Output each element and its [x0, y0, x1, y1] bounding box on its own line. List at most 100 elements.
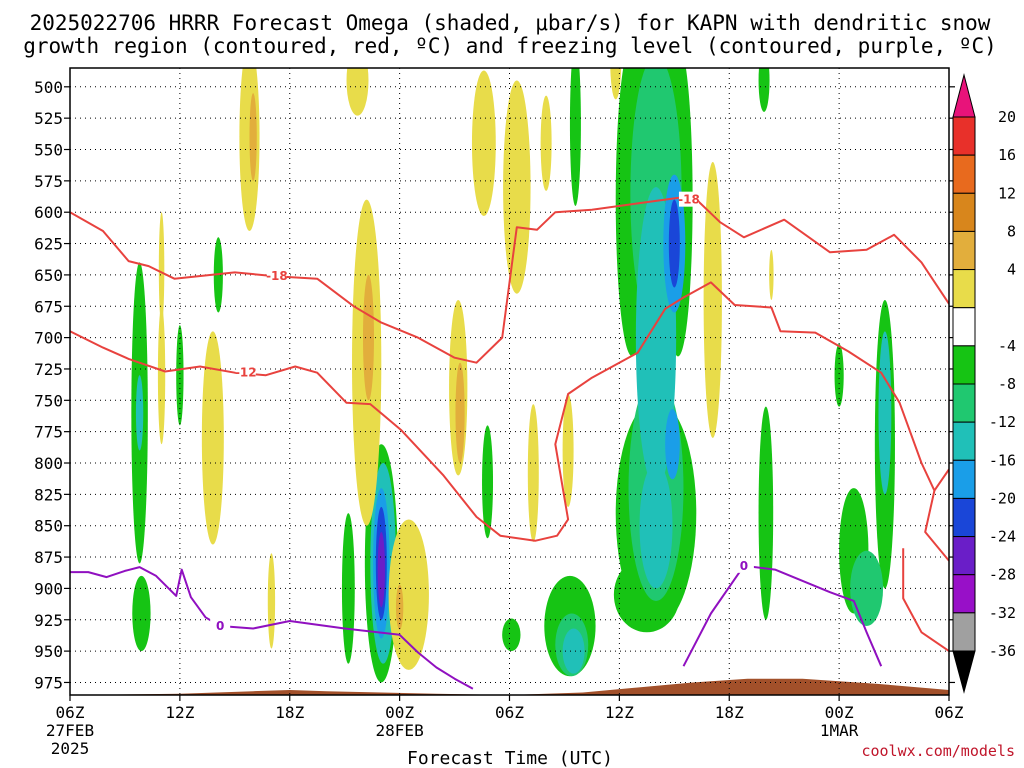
omega-shade-cell	[668, 199, 680, 288]
colorbar-segment	[952, 269, 976, 309]
contour-line	[70, 194, 949, 364]
colorbar-label: 8	[1007, 222, 1016, 240]
x-date-label: 27FEB	[46, 721, 94, 740]
contour-line	[933, 468, 949, 492]
y-tick-label: 500	[34, 78, 63, 97]
omega-shade-cell	[758, 406, 774, 620]
contour-line	[682, 564, 883, 667]
y-tick-label: 950	[34, 642, 63, 661]
omega-shade-cell	[562, 394, 574, 507]
y-axis: 500 525 550 575 600 625 650 675 700 725 750 775 800 8…	[34, 78, 955, 692]
chart-title-line1: 2025022706 HRRR Forecast Omega (shaded, …	[30, 11, 991, 35]
omega-shade-cell	[703, 162, 722, 438]
colorbar-label: -32	[989, 604, 1016, 622]
omega-shade-cell	[665, 409, 680, 480]
colorbar-segment	[952, 116, 976, 156]
y-tick-label: 825	[34, 485, 63, 504]
omega-shade-cell	[610, 68, 622, 100]
colorbar-label: 20	[998, 108, 1016, 126]
omega-shade-cell	[769, 249, 774, 300]
x-tick-label: 00Z	[825, 703, 854, 722]
omega-shade-cell	[540, 95, 552, 191]
x-tick-label: 06Z	[495, 703, 524, 722]
contour-label-bg	[266, 268, 287, 284]
omega-shade-cell	[850, 550, 884, 627]
omega-shade-cell	[157, 306, 166, 445]
omega-shade-cell	[346, 68, 369, 116]
colorbar-label: 12	[998, 184, 1016, 202]
y-tick-label: 850	[34, 517, 63, 536]
contour-labels: -18 -18 -12 0 0	[210, 191, 754, 634]
omega-shade-cell	[341, 513, 355, 664]
contour-label-bg	[733, 557, 754, 573]
y-tick-label: 650	[34, 266, 63, 285]
colorbar-segment	[952, 383, 976, 423]
omega-shade-cell	[388, 519, 429, 670]
colorbar-segment	[952, 345, 976, 385]
temperature-contours	[70, 194, 949, 690]
omega-shade-cell	[176, 325, 184, 426]
omega-shade-cell	[471, 70, 496, 216]
colorbar-segment	[952, 307, 976, 347]
colorbar-label: -28	[989, 566, 1016, 584]
colorbar-segment	[952, 459, 976, 499]
contour-line	[70, 281, 949, 562]
omega-shade-cell	[834, 343, 844, 407]
omega-shade-cell	[267, 553, 276, 649]
y-tick-label: 550	[34, 141, 63, 160]
colorbar-segment	[952, 536, 976, 576]
y-tick-label: 975	[34, 673, 63, 692]
colorbar-label: -36	[989, 642, 1016, 660]
x-tick-label: 06Z	[56, 703, 85, 722]
x-axis-label: Forecast Time (UTC)	[407, 748, 613, 768]
omega-shade-cell	[878, 331, 892, 495]
colorbar-label: -8	[998, 375, 1016, 393]
contour-line	[70, 566, 474, 690]
y-tick-label: 925	[34, 611, 63, 630]
omega-shade-cell	[249, 93, 257, 181]
contour-label-bg	[678, 191, 699, 207]
omega-shade-cell	[201, 331, 224, 545]
credit-text: coolwx.com/models	[861, 742, 1015, 760]
x-tick-label: 12Z	[605, 703, 634, 722]
omega-shade-cell	[377, 531, 385, 608]
colorbar-label: 4	[1007, 261, 1016, 279]
colorbar-segment	[952, 230, 976, 271]
omega-shade-cell	[503, 80, 531, 294]
omega-shade-cell	[455, 362, 465, 464]
colorbar-segment	[952, 192, 976, 232]
omega-shade-cell	[395, 584, 404, 630]
contour-label: -12	[235, 366, 257, 380]
omega-shade-cell	[562, 628, 585, 674]
omega-shade-cell	[158, 212, 165, 326]
colorbar-segment	[952, 421, 976, 461]
omega-shade-cell	[132, 575, 151, 652]
contour-label: 0	[740, 559, 748, 573]
contour-label: 0	[216, 619, 224, 633]
y-tick-label: 875	[34, 548, 63, 567]
omega-shade-cell	[482, 425, 494, 539]
y-tick-label: 625	[34, 235, 63, 254]
colorbar-label: -20	[989, 489, 1016, 507]
colorbar: 20 16 12 8 4 -4 -8 -12 -16 -20 -24 -28 -32 -36	[952, 73, 1016, 694]
colorbar-bottom-arrow	[952, 650, 976, 694]
omega-shade-cell	[363, 274, 374, 401]
terrain-fill	[70, 678, 949, 695]
y-tick-label: 775	[34, 423, 63, 442]
omega-shading	[131, 68, 895, 683]
x-year-label: 2025	[51, 739, 90, 758]
colorbar-label: 16	[998, 146, 1016, 164]
y-tick-label: 675	[34, 297, 63, 316]
omega-shade-cell	[135, 375, 144, 451]
colorbar-label: -16	[989, 451, 1016, 469]
contour-label-bg	[210, 618, 231, 634]
contour-line	[902, 548, 949, 652]
contour-label-bg	[235, 364, 256, 380]
colorbar-label: -12	[989, 413, 1016, 431]
contour-label: -18	[266, 269, 288, 283]
y-tick-label: 575	[34, 172, 63, 191]
omega-shade-cell	[527, 404, 539, 543]
y-tick-label: 700	[34, 329, 63, 348]
